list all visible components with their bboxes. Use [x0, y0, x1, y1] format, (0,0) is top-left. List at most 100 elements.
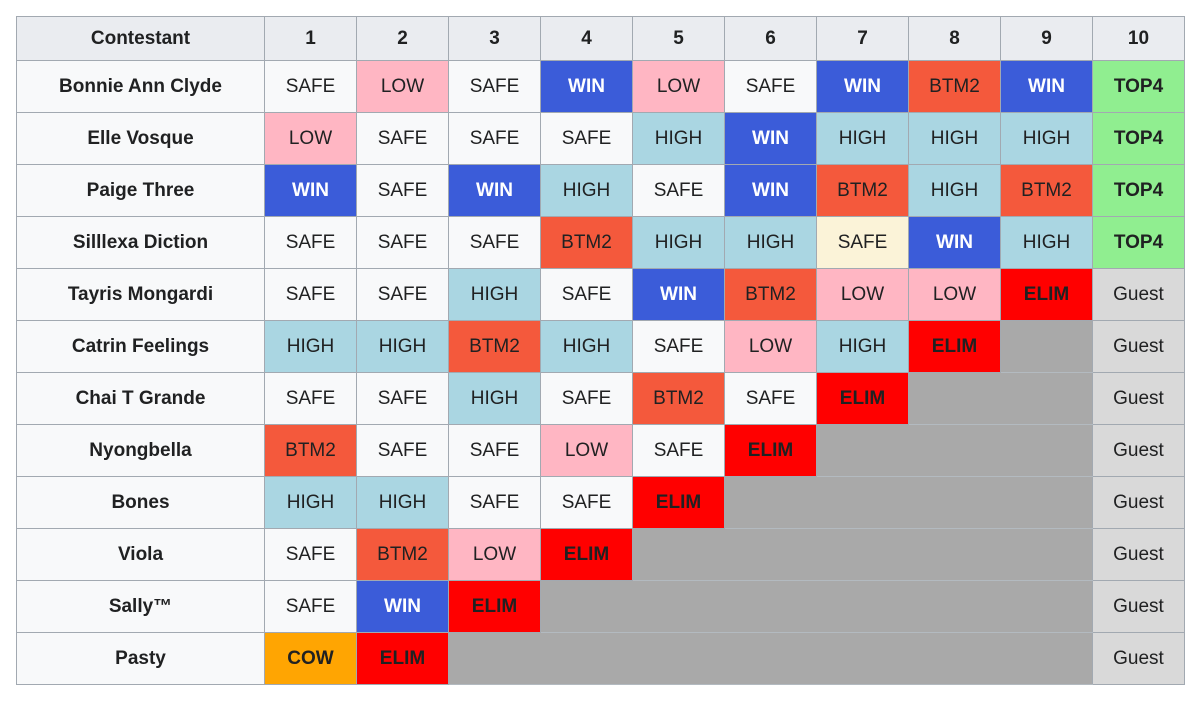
result-cell-safe: SAFE	[356, 372, 449, 425]
result-cell-high: HIGH	[816, 320, 909, 373]
result-cell-top4: TOP4	[1092, 216, 1185, 269]
empty-cell	[540, 580, 1093, 633]
result-cell-btm2: BTM2	[816, 164, 909, 217]
result-cell-guest: Guest	[1092, 372, 1185, 425]
episode-column-header: 7	[816, 16, 909, 61]
result-cell-safe: SAFE	[724, 60, 817, 113]
result-cell-elim: ELIM	[908, 320, 1001, 373]
episode-column-header: 6	[724, 16, 817, 61]
result-cell-high: HIGH	[448, 372, 541, 425]
result-cell-low: LOW	[356, 60, 449, 113]
result-cell-high: HIGH	[356, 476, 449, 529]
episode-column-header: 8	[908, 16, 1001, 61]
result-cell-guest: Guest	[1092, 580, 1185, 633]
result-cell-btm2: BTM2	[356, 528, 449, 581]
result-cell-elim: ELIM	[632, 476, 725, 529]
result-cell-high: HIGH	[264, 320, 357, 373]
empty-cell	[1000, 320, 1093, 373]
episode-column-header: 5	[632, 16, 725, 61]
contestant-name: Pasty	[16, 632, 265, 685]
empty-cell	[632, 528, 1093, 581]
result-cell-guest: Guest	[1092, 632, 1185, 685]
result-cell-safe: SAFE	[264, 580, 357, 633]
table-header: Contestant 1 2 3 4 5 6 7 8 9 10	[16, 16, 1185, 61]
result-cell-high: HIGH	[1000, 216, 1093, 269]
episode-column-header: 10	[1092, 16, 1185, 61]
contestant-name: Catrin Feelings	[16, 320, 265, 373]
result-cell-high: HIGH	[1000, 112, 1093, 165]
result-cell-low: LOW	[448, 528, 541, 581]
result-cell-guest: Guest	[1092, 268, 1185, 321]
result-cell-high: HIGH	[632, 112, 725, 165]
contestant-name: Sally™	[16, 580, 265, 633]
empty-cell	[816, 424, 1093, 477]
result-cell-guest: Guest	[1092, 320, 1185, 373]
contestant-row: Bones HIGH HIGH SAFE SAFE ELIM Guest	[16, 476, 1185, 529]
contestant-row: Tayris Mongardi SAFE SAFE HIGH SAFE WIN BTM2 LO…	[16, 268, 1185, 321]
result-cell-win: WIN	[724, 112, 817, 165]
contestant-row: Nyongbella BTM2 SAFE SAFE LOW SAFE ELIM Guest	[16, 424, 1185, 477]
result-cell-win: WIN	[448, 164, 541, 217]
result-cell-elim: ELIM	[1000, 268, 1093, 321]
contestant-name: Nyongbella	[16, 424, 265, 477]
contestant-name: Chai T Grande	[16, 372, 265, 425]
result-cell-btm2: BTM2	[1000, 164, 1093, 217]
result-cell-top4: TOP4	[1092, 60, 1185, 113]
result-cell-safe: SAFE	[540, 372, 633, 425]
result-cell-safe: SAFE	[632, 424, 725, 477]
episode-column-header: 1	[264, 16, 357, 61]
result-cell-high: HIGH	[356, 320, 449, 373]
result-cell-safe: SAFE	[540, 476, 633, 529]
result-cell-high: HIGH	[632, 216, 725, 269]
result-cell-btm2: BTM2	[908, 60, 1001, 113]
contestant-column-header: Contestant	[16, 16, 265, 61]
result-cell-win: WIN	[356, 580, 449, 633]
elimination-progress-table: Contestant 1 2 3 4 5 6 7 8 9 10 Bonnie Ann Clyde SA…	[16, 16, 1185, 685]
contestant-row: Elle Vosque LOW SAFE SAFE SAFE HIGH WIN HIGH HIG…	[16, 112, 1185, 165]
result-cell-top4: TOP4	[1092, 112, 1185, 165]
result-cell-low: LOW	[632, 60, 725, 113]
result-cell-safe: SAFE	[356, 216, 449, 269]
result-cell-win: WIN	[264, 164, 357, 217]
result-cell-safe: SAFE	[448, 60, 541, 113]
contestant-name: Paige Three	[16, 164, 265, 217]
result-cell-elim: ELIM	[356, 632, 449, 685]
contestant-row: Viola SAFE BTM2 LOW ELIM Guest	[16, 528, 1185, 581]
result-cell-guest: Guest	[1092, 424, 1185, 477]
result-cell-safe: SAFE	[448, 424, 541, 477]
result-cell-win: WIN	[908, 216, 1001, 269]
result-cell-btm2: BTM2	[264, 424, 357, 477]
result-cell-high: HIGH	[448, 268, 541, 321]
contestant-row: Paige Three WIN SAFE WIN HIGH SAFE WIN BTM2 HIGH…	[16, 164, 1185, 217]
result-cell-low: LOW	[264, 112, 357, 165]
result-cell-safe: SAFE	[264, 372, 357, 425]
empty-cell	[448, 632, 1093, 685]
result-cell-safe: SAFE	[632, 320, 725, 373]
result-cell-low: LOW	[816, 268, 909, 321]
result-cell-btm2: BTM2	[632, 372, 725, 425]
result-cell-guest: Guest	[1092, 476, 1185, 529]
result-cell-high: HIGH	[908, 164, 1001, 217]
contestant-name: Elle Vosque	[16, 112, 265, 165]
result-cell-win: WIN	[816, 60, 909, 113]
episode-column-header: 3	[448, 16, 541, 61]
result-cell-safe: SAFE	[448, 112, 541, 165]
result-cell-win: WIN	[632, 268, 725, 321]
empty-cell	[908, 372, 1093, 425]
contestant-row: Sally™ SAFE WIN ELIM Guest	[16, 580, 1185, 633]
result-cell-win: WIN	[540, 60, 633, 113]
result-cell-safe: SAFE	[632, 164, 725, 217]
result-cell-safe: SAFE	[540, 112, 633, 165]
contestant-row: Silllexa Diction SAFE SAFE SAFE BTM2 HIGH HIGH…	[16, 216, 1185, 269]
contestant-row: Catrin Feelings HIGH HIGH BTM2 HIGH SAFE LOW HI…	[16, 320, 1185, 373]
result-cell-safe: SAFE	[448, 216, 541, 269]
episode-column-header: 9	[1000, 16, 1093, 61]
contestant-name: Viola	[16, 528, 265, 581]
contestant-row: Chai T Grande SAFE SAFE HIGH SAFE BTM2 SAFE ELI…	[16, 372, 1185, 425]
result-cell-safe: SAFE	[356, 164, 449, 217]
result-cell-safe: SAFE	[264, 528, 357, 581]
result-cell-safe: SAFE	[724, 372, 817, 425]
result-cell-btm2: BTM2	[540, 216, 633, 269]
empty-cell	[724, 476, 1093, 529]
